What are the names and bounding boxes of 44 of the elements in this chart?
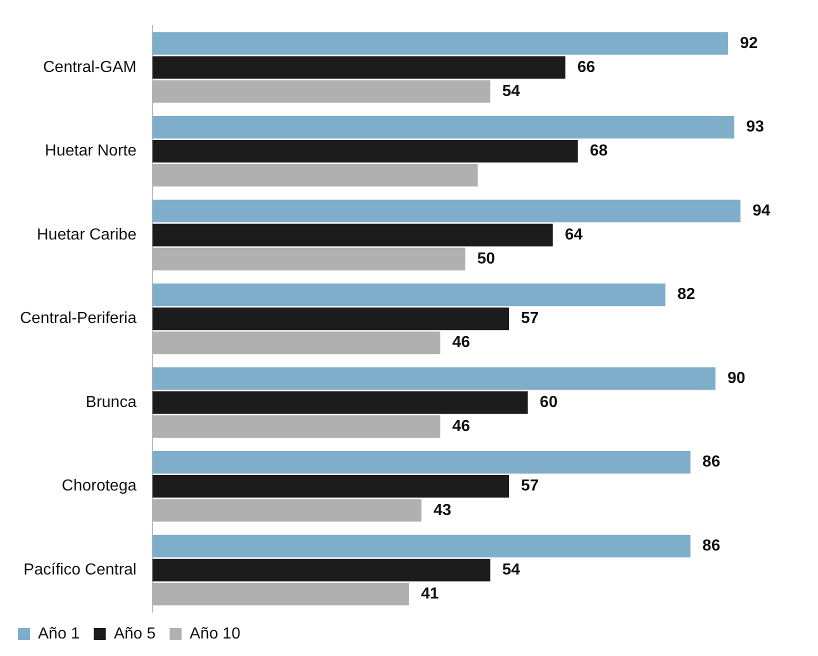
data-label: 46	[452, 334, 470, 352]
data-label: 82	[677, 286, 696, 304]
bar	[152, 308, 510, 330]
y-tick-label: Brunca	[86, 394, 137, 411]
data-label: 43	[433, 502, 452, 519]
data-label: 66	[577, 58, 596, 76]
data-label: 86	[702, 538, 720, 555]
bar	[152, 558, 490, 582]
data-label: 90	[727, 370, 746, 387]
y-tick-label: Central-Periferia	[20, 310, 137, 328]
bar	[152, 451, 690, 474]
bar	[152, 475, 510, 498]
data-label: 54	[502, 562, 520, 579]
bar	[152, 200, 740, 222]
legend-label: Año 5	[114, 625, 156, 642]
data-label: 57	[521, 478, 539, 495]
bar	[152, 367, 716, 390]
bar	[152, 140, 578, 163]
bar	[152, 224, 553, 246]
data-label: 93	[746, 118, 764, 136]
y-tick-label: Chorotega	[62, 478, 137, 495]
data-label: 54	[502, 82, 520, 100]
data-label: 46	[452, 418, 470, 435]
data-label: 68	[590, 142, 608, 160]
y-tick-label: Huetar Norte	[44, 142, 137, 160]
bar	[152, 56, 566, 79]
data-label: 92	[740, 34, 758, 52]
bar	[152, 32, 728, 55]
data-label: 94	[752, 202, 770, 220]
data-label: 60	[540, 394, 558, 411]
bar	[152, 534, 690, 558]
data-label: 41	[420, 586, 439, 603]
data-label: 57	[521, 310, 539, 328]
data-label: 50	[477, 250, 496, 268]
bar	[152, 284, 666, 306]
legend-label: Año 10	[190, 625, 240, 642]
data-label: 64	[564, 226, 583, 244]
y-tick-label: Pacífico Central	[24, 562, 136, 579]
y-tick-label: Huetar Caribe	[36, 226, 137, 244]
bar	[152, 116, 734, 139]
y-tick-label: Central-GAM	[43, 58, 136, 76]
bar	[152, 391, 528, 414]
legend-label: Año 1	[38, 625, 80, 642]
data-label: 86	[702, 454, 720, 471]
